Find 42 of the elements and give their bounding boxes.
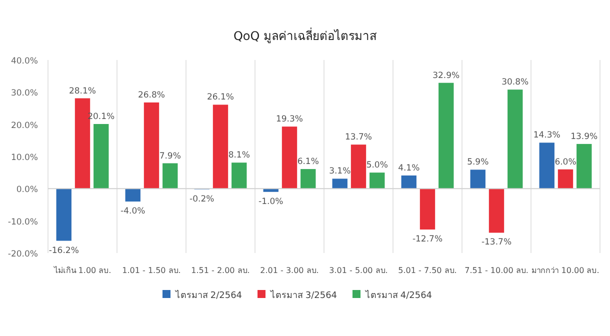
value-label: 13.9% <box>570 132 598 142</box>
xtick: 5.01 - 7.50 ลบ. <box>398 266 457 275</box>
value-label: 7.9% <box>159 151 181 162</box>
ytick: 40.0% <box>10 56 38 66</box>
ytick: 10.0% <box>10 153 38 163</box>
value-label: 30.8% <box>502 78 529 88</box>
value-label: 5.0% <box>366 160 388 171</box>
title: QoQ มูลค่าเฉลี่ยต่อไตรมาส <box>233 29 377 43</box>
xtick: 1.01 - 1.50 ลบ. <box>122 266 181 275</box>
value-label: 8.1% <box>228 150 250 161</box>
value-label: 19.3% <box>276 114 303 125</box>
value-label: 5.9% <box>467 158 489 168</box>
xtick: 2.01 - 3.00 ลบ. <box>260 266 319 275</box>
ytick: 20.0% <box>10 120 38 131</box>
value-label: 26.1% <box>207 92 234 103</box>
ytick: -10.0% <box>8 217 38 228</box>
xtick: 1.51 - 2.00 ลบ. <box>191 266 250 275</box>
value-label: -1.0% <box>258 196 284 207</box>
value-label: -4.0% <box>120 206 146 217</box>
value-label: 32.9% <box>432 70 460 81</box>
legend-label: ไตรมาส 4/2564 <box>366 291 432 301</box>
value-label: 28.1% <box>69 86 96 96</box>
xtick: 7.51 - 10.00 ลบ. <box>464 266 528 275</box>
value-label: -12.7% <box>412 234 443 245</box>
value-label: 13.7% <box>345 132 372 143</box>
ytick: 30.0% <box>10 88 38 99</box>
ytick: -20.0% <box>8 250 38 260</box>
value-label: 3.1% <box>329 166 351 177</box>
xtick: 3.01 - 5.00 ลบ. <box>329 266 388 275</box>
value-label: 6.0% <box>554 157 576 168</box>
legend-label: ไตรมาส 3/2564 <box>270 291 338 301</box>
legend-label: ไตรมาส 2/2564 <box>176 291 242 301</box>
xtick: ไม่เกิน 1.00 ลบ. <box>54 266 112 275</box>
value-label: 4.1% <box>398 163 420 174</box>
value-label: -0.2% <box>190 194 214 204</box>
xtick: มากกว่า 10.00 ลบ. <box>532 266 600 275</box>
value-label: -16.2% <box>48 246 79 256</box>
value-label: -13.7% <box>481 238 512 248</box>
value-label: 26.8% <box>138 90 165 100</box>
value-label: 14.3% <box>533 130 560 141</box>
ytick: 0.0% <box>16 185 38 196</box>
value-label: 6.1% <box>297 157 319 168</box>
